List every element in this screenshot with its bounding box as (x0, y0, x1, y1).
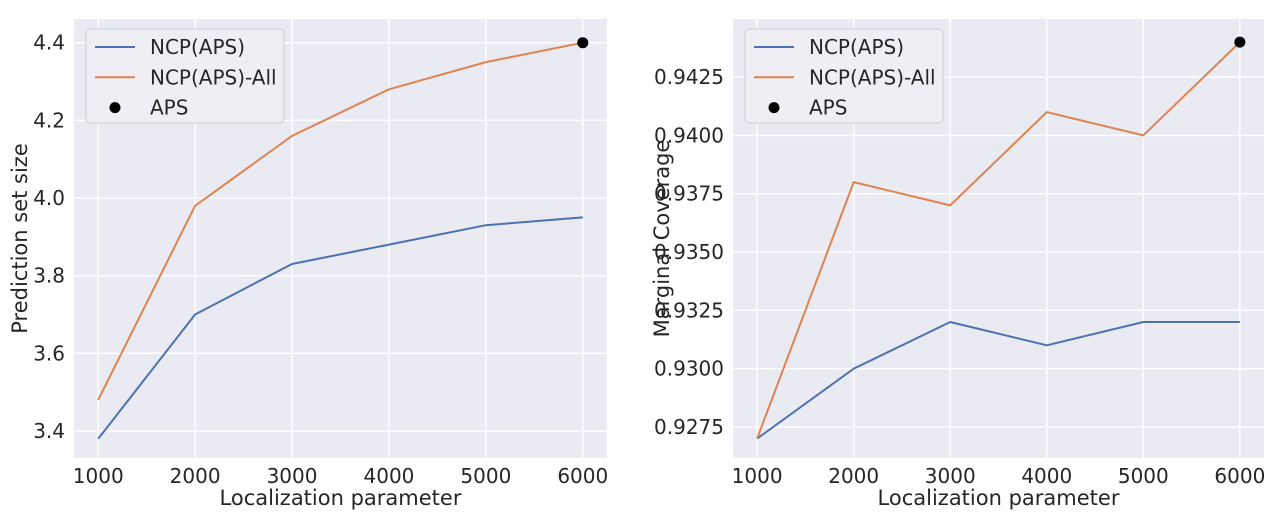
x-tick-label: 4000 (364, 464, 415, 488)
x-tick-label: 3000 (925, 464, 976, 488)
x-tick-label: 6000 (557, 464, 608, 488)
prediction-set-size-chart: 1000 2000 3000 4000 5000 6000 3.4 3.6 3.8 4.0 4.2 4… (8, 19, 608, 510)
y-tick-label: 0.9425 (654, 65, 724, 89)
legend-item: APS (768, 96, 847, 120)
series-line-ncp-aps-all (97, 41, 583, 401)
legend-dot-swatch (768, 102, 780, 114)
legend: NCP(APS) NCP(APS)-All APS (85, 28, 285, 124)
legend-dot-swatch (109, 102, 121, 114)
legend-label: NCP(APS) (809, 35, 904, 59)
aps-point (577, 37, 589, 49)
series-line-ncp-aps-all (756, 41, 1241, 439)
y-axis-label: Prediction set size (8, 143, 32, 334)
y-tick-label: 4.0 (33, 186, 65, 210)
y-tick-label: 0.9325 (654, 298, 724, 322)
y-tick-label: 3.6 (33, 341, 65, 365)
series-line-ncp-aps- (97, 216, 583, 440)
x-tick-label: 3000 (267, 464, 318, 488)
y-tick-label: 0.9350 (654, 240, 724, 264)
y-tick-label: 0.9275 (654, 415, 724, 439)
legend: NCP(APS) NCP(APS)-All APS (744, 28, 944, 124)
x-tick-label: 6000 (1214, 464, 1265, 488)
x-tick-label: 5000 (1118, 464, 1169, 488)
x-axis-label: Localization parameter (878, 486, 1120, 510)
y-tick-label: 3.8 (33, 264, 65, 288)
y-tick-label: 4.2 (33, 108, 65, 132)
y-tick-label: 0.9400 (654, 123, 724, 147)
legend-item: NCP(APS) (754, 35, 904, 59)
legend-label: NCP(APS)-All (150, 65, 277, 89)
y-tick-label: 0.9300 (654, 357, 724, 381)
legend-item: NCP(APS)-All (95, 65, 277, 89)
marginal-coverage-chart: 1000 2000 3000 4000 5000 6000 0.9275 0.9300 0.93… (650, 19, 1265, 510)
x-tick-label: 1000 (73, 464, 124, 488)
series-line-ncp-aps- (756, 321, 1240, 440)
x-tick-label: 4000 (1021, 464, 1072, 488)
y-axis-label: Marginal Coverage (650, 140, 674, 338)
y-tick-label: 4.4 (33, 31, 65, 55)
x-axis-label: Localization parameter (220, 486, 462, 510)
y-tick-label: 3.4 (33, 419, 65, 443)
legend-box (744, 28, 944, 124)
legend-label: APS (809, 96, 847, 120)
legend-label: APS (150, 96, 188, 120)
legend-item: NCP(APS)-All (754, 65, 936, 89)
legend-label: NCP(APS)-All (809, 65, 936, 89)
legend-item: APS (109, 96, 188, 120)
x-tick-label: 2000 (828, 464, 879, 488)
x-tick-label: 5000 (460, 464, 511, 488)
aps-point (1234, 36, 1246, 48)
x-tick-label: 1000 (732, 464, 783, 488)
y-tick-label: 0.9375 (654, 182, 724, 206)
x-tick-label: 2000 (170, 464, 221, 488)
legend-box (85, 28, 285, 124)
legend-label: NCP(APS) (150, 35, 245, 59)
legend-item: NCP(APS) (95, 35, 245, 59)
